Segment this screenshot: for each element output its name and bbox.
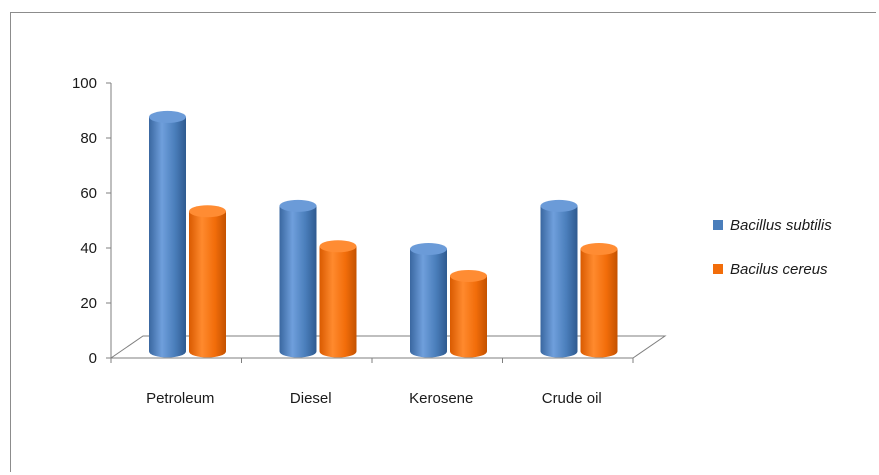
bar-body (540, 205, 578, 358)
bar-body (319, 246, 357, 358)
axes: 0 20 40 60 80 100 (72, 75, 667, 367)
bar-top (319, 240, 357, 253)
legend-item-bacilus-cereus: Bacilus cereus (713, 261, 828, 278)
bar-body (149, 116, 186, 358)
bar-bacillus-subtilis (279, 199, 317, 358)
bar-top (580, 242, 618, 255)
labels: Petroleum Diesel Kerosene Crude oil (146, 390, 602, 407)
bar-bacillus-subtilis (410, 242, 447, 358)
bars (149, 110, 618, 358)
y-tick-label: 0 (89, 350, 97, 367)
bar-bacilus-cereus (450, 269, 487, 358)
legend-label-bacillus-subtilis: Bacillus subtilis (730, 217, 832, 234)
bar-body (189, 211, 226, 358)
x-category-label: Kerosene (409, 390, 473, 407)
legend-swatch-bacillus-subtilis (713, 220, 723, 230)
bar-body (450, 275, 487, 358)
bar-top (279, 199, 317, 212)
legend-item-bacillus-subtilis: Bacillus subtilis (713, 217, 832, 234)
bar-bacilus-cereus (189, 205, 226, 358)
bar-top (410, 242, 447, 255)
x-category-label: Petroleum (146, 390, 214, 407)
y-tick-label: 80 (80, 130, 97, 147)
legend-swatch-bacilus-cereus (713, 264, 723, 274)
bar-bacilus-cereus (319, 240, 357, 358)
y-tick-label: 100 (72, 75, 97, 92)
legend-label-bacilus-cereus: Bacilus cereus (730, 261, 828, 278)
chart-frame (10, 12, 876, 472)
bar-top (540, 199, 578, 212)
bar-body (580, 248, 618, 358)
x-category-label: Diesel (290, 390, 332, 407)
legend: Bacillus subtilis Bacilus cereus (713, 217, 832, 278)
x-category-label: Crude oil (542, 390, 602, 407)
bar-bacillus-subtilis (149, 110, 186, 358)
bar-top (450, 269, 487, 282)
bar-top (149, 110, 186, 123)
y-tick-label: 60 (80, 185, 97, 202)
chart-floor (109, 335, 667, 359)
y-tick-label: 20 (80, 295, 97, 312)
bar-body (410, 248, 447, 358)
bar-top (189, 205, 226, 218)
bar-body (279, 205, 317, 358)
bar-bacilus-cereus (580, 242, 618, 358)
bar-bacillus-subtilis (540, 199, 578, 358)
y-tick-label: 40 (80, 240, 97, 257)
